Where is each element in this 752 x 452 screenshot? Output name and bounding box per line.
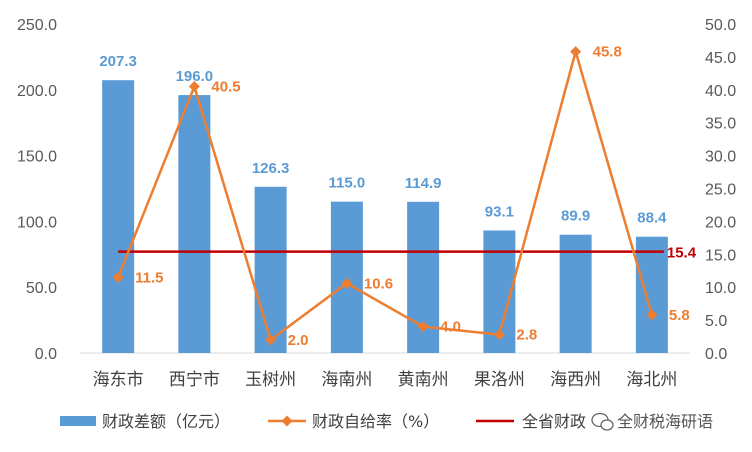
legend-diamond-icon <box>281 415 293 427</box>
y-right-tick-label: 45.0 <box>705 50 736 67</box>
line-data-label: 45.8 <box>593 44 622 61</box>
category-label: 玉树州 <box>245 370 296 390</box>
y-left-tick-label: 100.0 <box>17 214 57 231</box>
category-label: 黄南州 <box>398 370 449 390</box>
line-marker <box>265 334 277 346</box>
line-data-label: 2.0 <box>288 332 309 349</box>
y-right-tick-label: 50.0 <box>705 17 736 34</box>
bar <box>330 201 363 353</box>
category-label: 海南州 <box>321 370 372 390</box>
bar-data-label: 93.1 <box>485 203 514 220</box>
bar-data-label: 115.0 <box>329 175 366 192</box>
bar-data-label: 196.0 <box>176 68 214 85</box>
bar-data-label: 89.9 <box>561 208 590 225</box>
line-data-label: 5.8 <box>669 307 690 324</box>
watermark-text: 全财税海研语 <box>617 412 713 431</box>
category-label: 果洛州 <box>474 370 525 390</box>
line-marker <box>188 81 200 93</box>
category-label: 西宁市 <box>169 370 220 390</box>
legend-label-line: 财政自给率（%） <box>312 412 439 431</box>
category-label: 海东市 <box>93 370 144 390</box>
bar-data-label: 126.3 <box>252 160 290 177</box>
y-right-tick-label: 0.0 <box>705 346 727 363</box>
y-right-tick-label: 25.0 <box>705 182 736 199</box>
y-left-tick-label: 0.0 <box>35 346 57 363</box>
y-right-tick-label: 35.0 <box>705 116 736 133</box>
y-right-tick-label: 10.0 <box>705 280 736 297</box>
bar-data-label: 207.3 <box>99 53 137 70</box>
series-line <box>116 50 654 342</box>
category-label: 海北州 <box>626 370 677 390</box>
line-marker <box>646 309 658 321</box>
y-left-tick-label: 50.0 <box>26 280 57 297</box>
wechat-icon-bubble <box>600 419 614 431</box>
y-right-tick-label: 30.0 <box>705 149 736 166</box>
y-right-tick-label: 20.0 <box>705 214 736 231</box>
legend-bar-swatch <box>60 416 96 426</box>
y-left-tick-label: 150.0 <box>17 149 57 166</box>
line-marker <box>417 321 429 333</box>
line-data-label: 40.5 <box>211 79 240 96</box>
legend-label-reference: 全省财政 <box>522 412 586 431</box>
legend-label-bar: 财政差额（亿元） <box>102 412 230 431</box>
line-data-label: 10.6 <box>364 275 393 292</box>
line-data-label: 4.0 <box>440 319 461 336</box>
y-right-tick-label: 40.0 <box>705 83 736 100</box>
bar-data-label: 114.9 <box>405 175 442 192</box>
bar <box>559 234 592 353</box>
y-right-tick-label: 5.0 <box>705 313 727 330</box>
y-left-tick-label: 200.0 <box>17 83 57 100</box>
bar <box>635 236 668 353</box>
reference-label: 15.4 <box>667 245 697 262</box>
bar-data-label: 88.4 <box>637 210 667 227</box>
category-label: 海西州 <box>550 370 601 390</box>
line-marker <box>112 271 124 283</box>
line-data-label: 2.8 <box>516 327 537 344</box>
bar <box>178 95 211 354</box>
line-marker <box>570 46 582 58</box>
y-right-tick-label: 15.0 <box>705 247 736 264</box>
line-marker <box>493 329 505 341</box>
line-marker <box>341 277 353 289</box>
bar <box>254 186 287 353</box>
line-data-label: 11.5 <box>135 269 163 286</box>
y-left-tick-label: 250.0 <box>17 17 57 34</box>
bar <box>102 80 135 353</box>
